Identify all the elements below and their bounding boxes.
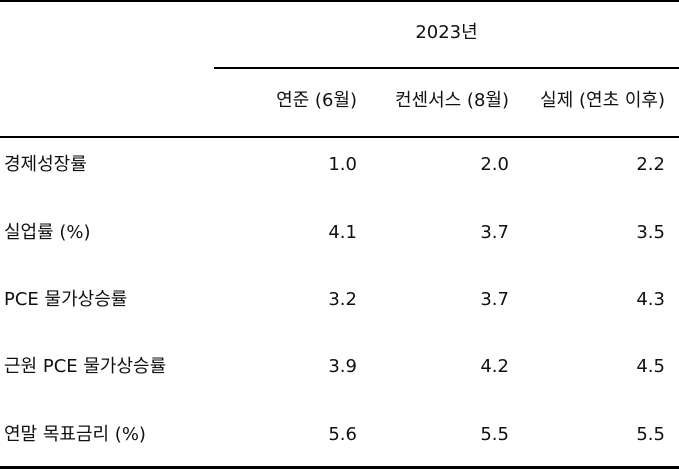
row-label-unemployment: 실업률 (%) [4, 222, 91, 243]
table-bottom-rule [0, 466, 679, 469]
table-cell: 2.0 [480, 154, 509, 175]
column-header-fed: 연준 (6월) [276, 90, 357, 111]
column-header-consensus: 컨센서스 (8월) [394, 90, 509, 111]
column-header-actual: 실제 (연초 이후) [540, 90, 665, 111]
table-cell: 5.6 [328, 424, 357, 445]
table-cell: 4.1 [328, 222, 357, 243]
table-cell: 3.9 [328, 356, 357, 377]
table-cell: 2.2 [636, 154, 665, 175]
row-label-core-pce: 근원 PCE 물가상승률 [4, 356, 167, 377]
table-cell: 3.2 [328, 289, 357, 310]
row-label-growth: 경제성장률 [4, 154, 87, 175]
row-label-target-rate: 연말 목표금리 (%) [4, 424, 146, 445]
table-cell: 4.5 [636, 356, 665, 377]
table-cell: 5.5 [636, 424, 665, 445]
table-cell: 4.2 [480, 356, 509, 377]
table-cell: 4.3 [636, 289, 665, 310]
row-label-pce: PCE 물가상승률 [4, 289, 128, 310]
table-cell: 3.7 [480, 289, 509, 310]
year-group-header: 2023년 [415, 22, 478, 43]
table-cell: 3.7 [480, 222, 509, 243]
table-cell: 3.5 [636, 222, 665, 243]
header-bottom-rule [0, 136, 679, 138]
table-cell: 5.5 [480, 424, 509, 445]
table-cell: 1.0 [328, 154, 357, 175]
group-header-rule [214, 67, 679, 69]
table-top-rule [0, 0, 679, 2]
